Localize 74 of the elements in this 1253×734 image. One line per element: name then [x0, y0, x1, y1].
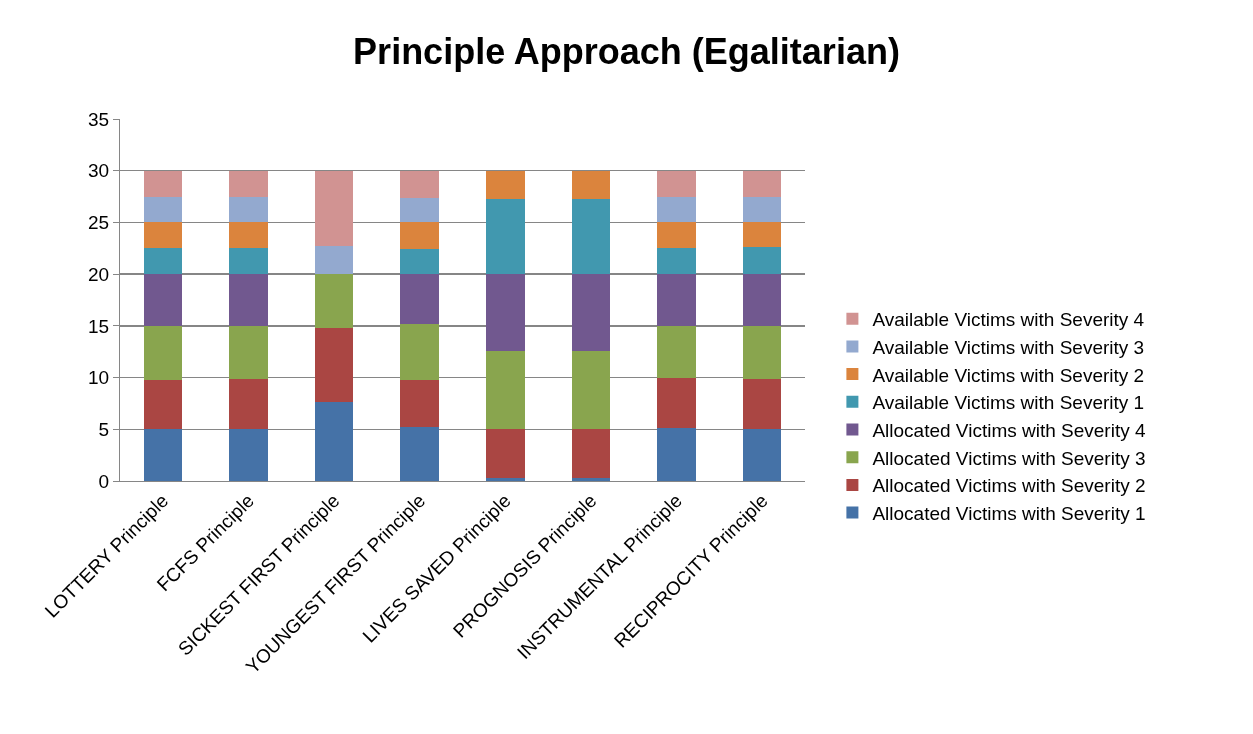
bar — [229, 222, 268, 249]
bar — [742, 325, 782, 379]
bar — [657, 325, 696, 378]
bar — [143, 379, 183, 430]
legend-label: Available Victims with Severity 3 — [872, 336, 1145, 358]
y-tick-label: 0 — [98, 470, 110, 492]
legend-label: Allocated Victims with Severity 4 — [872, 419, 1146, 441]
bar — [400, 170, 439, 198]
bar — [400, 274, 439, 324]
y-tick-label: 25 — [88, 212, 110, 234]
bar — [143, 170, 183, 197]
y-tick-label: 30 — [88, 160, 110, 182]
y-tick-label: 5 — [98, 418, 110, 440]
legend-label: Available Victims with Severity 4 — [872, 309, 1145, 331]
legend-label: Available Victims with Severity 1 — [872, 392, 1145, 414]
bar — [486, 198, 525, 275]
y-tick-label: 15 — [88, 315, 110, 337]
bar — [657, 428, 696, 481]
bar — [742, 170, 782, 197]
bar — [143, 429, 183, 481]
bar — [143, 274, 183, 326]
bar — [314, 170, 354, 247]
bar — [657, 222, 696, 249]
bar — [229, 248, 268, 275]
bar — [486, 477, 525, 481]
bar — [400, 222, 439, 250]
legend-label: Allocated Victims with Severity 2 — [872, 475, 1146, 497]
bar — [571, 170, 611, 199]
bar — [143, 325, 183, 380]
bar — [400, 379, 439, 428]
bar — [742, 196, 782, 223]
bar — [486, 429, 525, 478]
bar — [314, 274, 354, 328]
bar — [486, 170, 525, 199]
bar — [742, 274, 782, 326]
bar — [657, 248, 696, 275]
bar — [314, 327, 354, 403]
bar — [742, 378, 782, 430]
bar — [571, 274, 611, 351]
bar — [229, 378, 268, 430]
bar — [657, 377, 696, 429]
bar — [571, 477, 611, 481]
chart-title: Principle Approach (Egalitarian) — [353, 30, 900, 72]
y-tick-label: 10 — [88, 367, 110, 389]
y-tick-label: 20 — [88, 263, 110, 285]
bar — [571, 429, 611, 478]
bar — [314, 402, 354, 481]
bar — [486, 274, 525, 351]
y-tick-label: 35 — [88, 108, 110, 130]
bar — [657, 170, 696, 197]
bar — [657, 274, 696, 326]
bar — [742, 222, 782, 248]
bar — [229, 274, 268, 326]
bar — [400, 197, 439, 223]
legend-label: Allocated Victims with Severity 1 — [872, 503, 1146, 524]
bar — [229, 325, 268, 379]
bar — [400, 323, 439, 380]
bar — [229, 196, 268, 223]
bar — [143, 248, 183, 275]
bar — [143, 196, 183, 223]
legend-label: Available Victims with Severity 2 — [872, 364, 1145, 386]
legend-label: Allocated Victims with Severity 3 — [872, 447, 1146, 469]
bar — [400, 427, 439, 481]
bar — [229, 429, 268, 481]
bar — [742, 247, 782, 275]
bar — [143, 222, 183, 249]
bar — [314, 246, 354, 275]
bar — [742, 429, 782, 481]
bar — [400, 249, 439, 275]
bar — [486, 350, 525, 430]
bar — [571, 350, 611, 430]
bar — [229, 170, 268, 197]
bar — [657, 196, 696, 223]
bar — [571, 198, 611, 275]
